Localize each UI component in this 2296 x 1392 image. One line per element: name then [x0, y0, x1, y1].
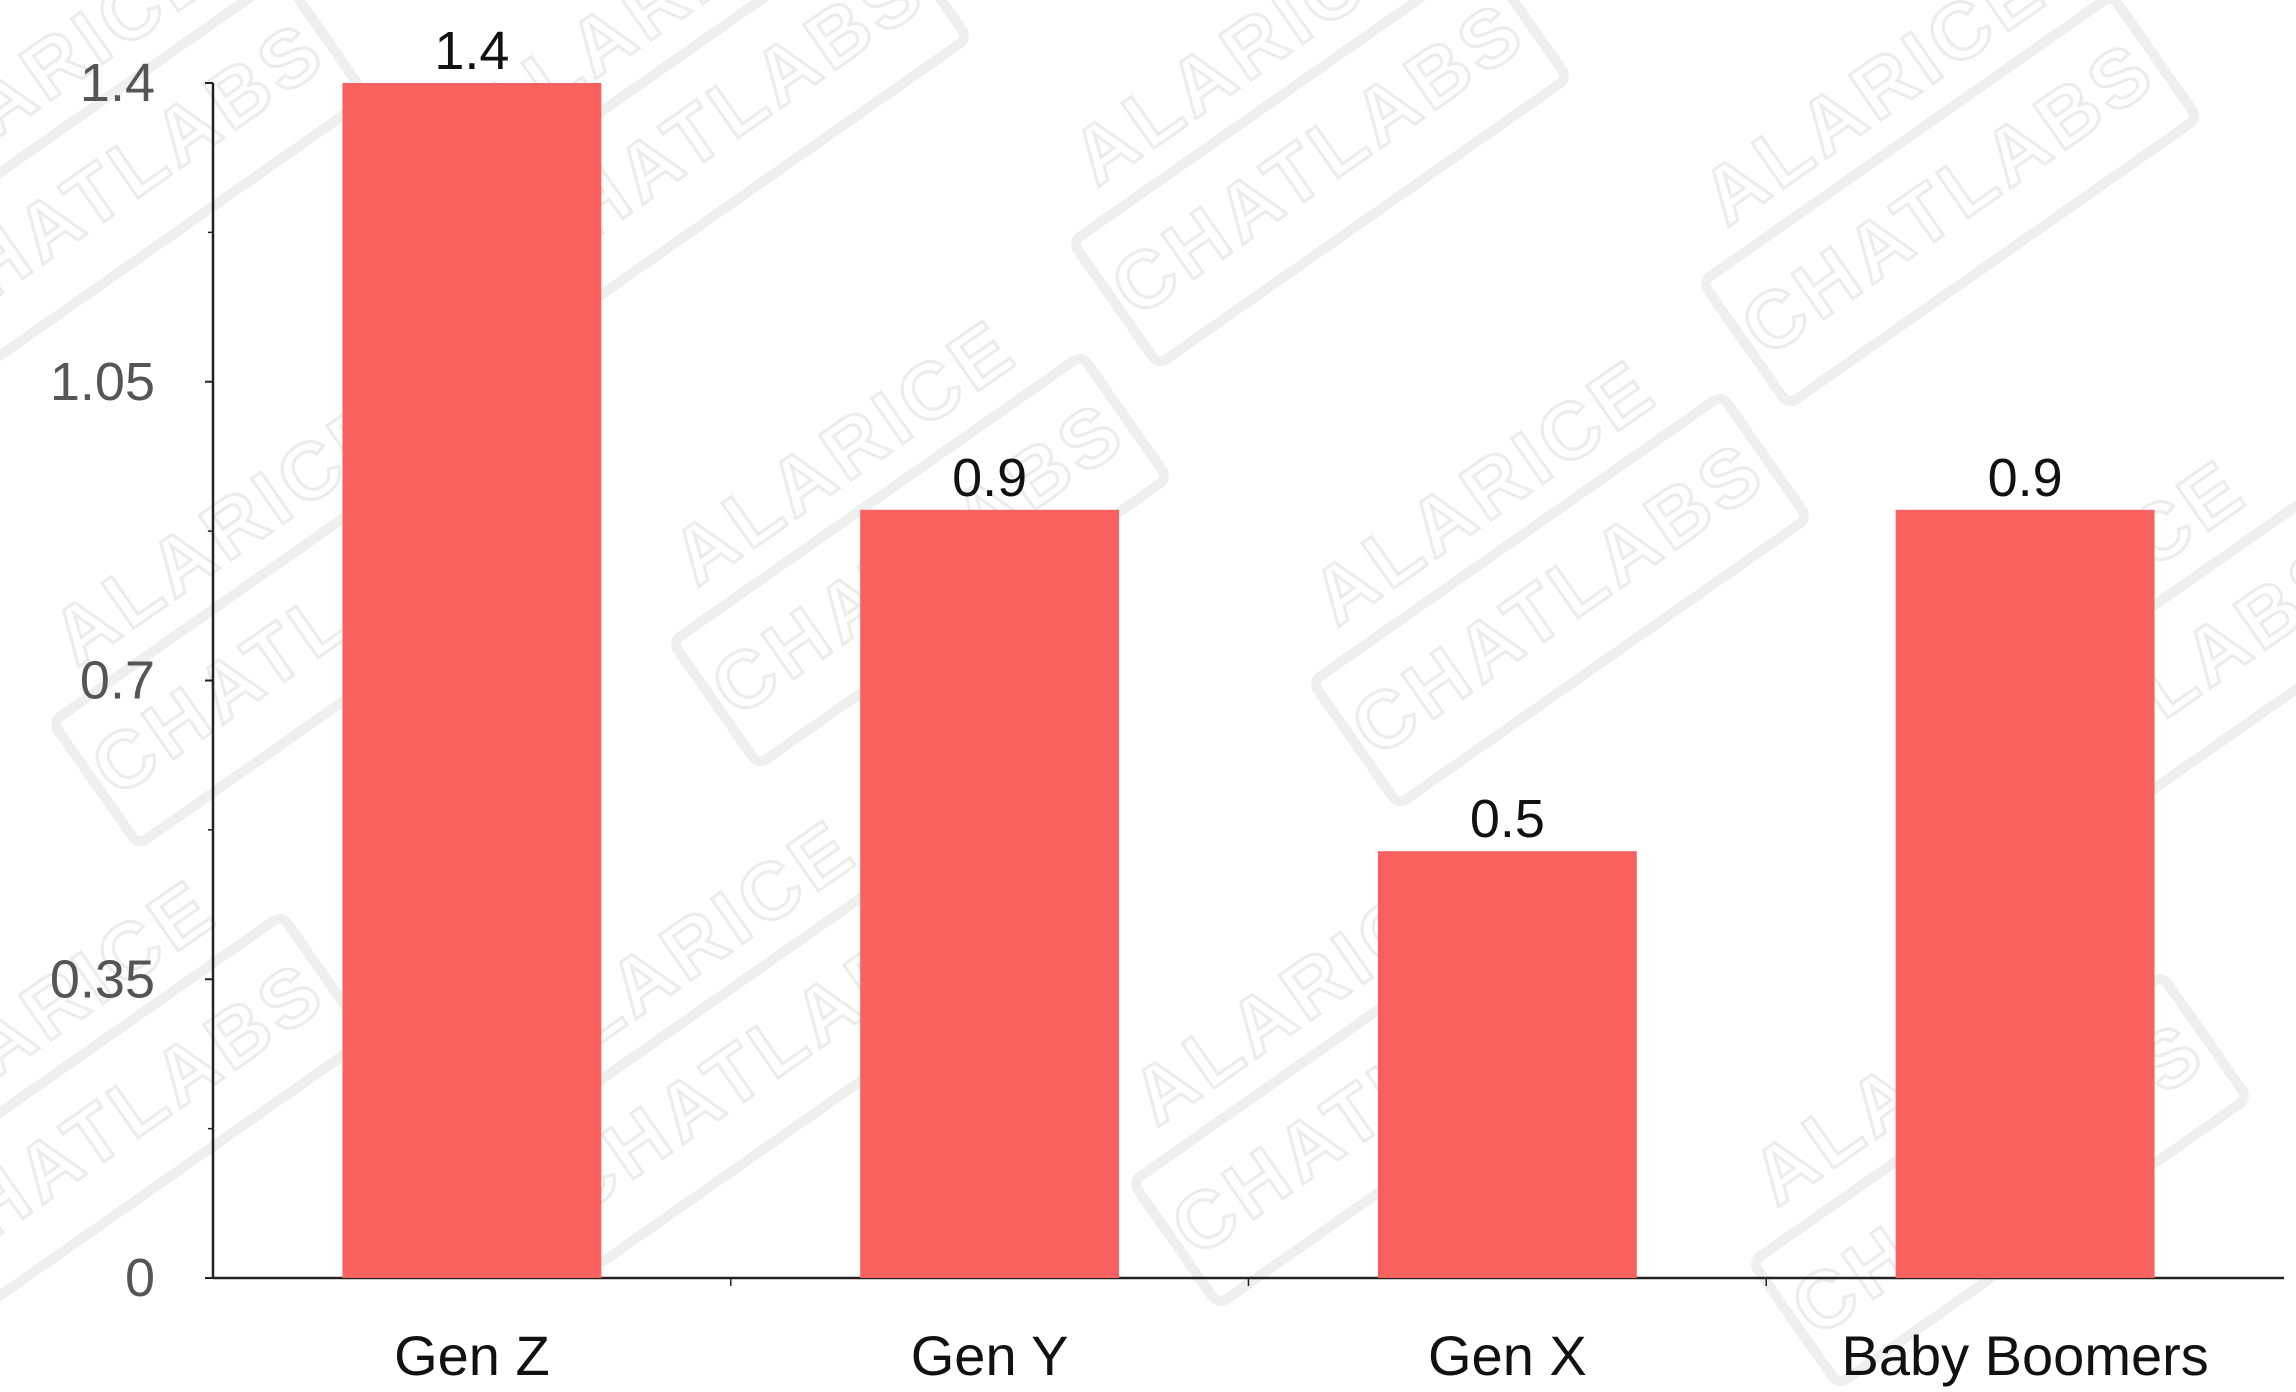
y-tick-label: 0.7	[80, 651, 155, 711]
bar-baby-boomers	[1895, 509, 2155, 1278]
data-label: 1.4	[434, 21, 509, 81]
data-label: 0.9	[1988, 448, 2063, 508]
x-tick-label: Baby Boomers	[1841, 1324, 2208, 1387]
x-tick-label: Gen Y	[911, 1324, 1069, 1387]
y-tick-label: 0.35	[50, 949, 155, 1009]
bar-gen-z	[342, 83, 602, 1278]
watermark-box	[0, 0, 369, 386]
watermark-box	[1701, 0, 2199, 406]
y-tick-label: 1.05	[50, 352, 155, 412]
axis-layer: 0 0.35 0.7 1.05 1.4	[50, 53, 2284, 1308]
y-tick-label: 1.4	[80, 53, 155, 113]
data-label: 0.9	[952, 448, 1027, 508]
y-tick-label: 0	[125, 1248, 155, 1308]
x-tick-label: Gen X	[1428, 1324, 1587, 1387]
bar-gen-y	[860, 509, 1120, 1278]
bar-layer	[342, 83, 2155, 1278]
label-layer: 1.4 Gen Z 0.9 Gen Y 0.5 Gen X 0.9 Baby Boomers	[394, 21, 2209, 1387]
watermark-box	[1311, 394, 1809, 806]
x-tick-label: Gen Z	[394, 1324, 550, 1387]
bar-gen-x	[1377, 851, 1637, 1278]
watermark-box	[0, 914, 369, 1326]
data-label: 0.5	[1470, 789, 1545, 849]
watermark-box	[1071, 0, 1569, 366]
